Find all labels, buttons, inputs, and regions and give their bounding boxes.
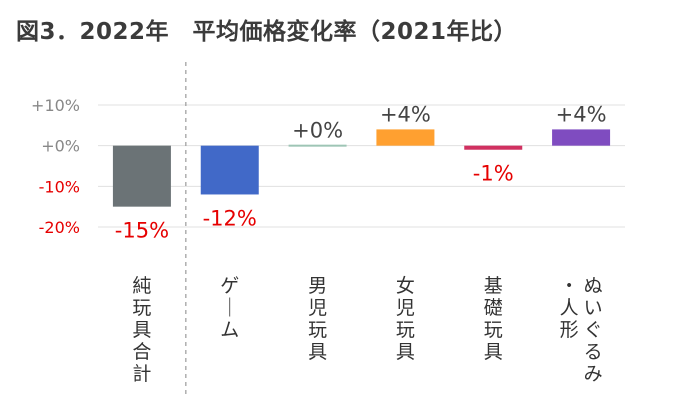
- category-label-char: 男: [308, 275, 327, 297]
- category-label-char: 具: [308, 341, 327, 363]
- category-label-char: 基: [484, 275, 503, 297]
- category-label-char: る: [584, 341, 603, 363]
- data-label: +4%: [380, 102, 431, 126]
- bar: [288, 144, 347, 147]
- category-label-char: ぐ: [584, 319, 603, 341]
- category-label-char: 児: [308, 297, 327, 319]
- category-label-char: 具: [132, 319, 151, 341]
- bar: [552, 129, 611, 146]
- category-label-char: 女: [396, 275, 415, 297]
- bar: [464, 145, 523, 150]
- data-label: -12%: [203, 206, 257, 230]
- data-label: +0%: [292, 119, 343, 143]
- category-label-char: い: [584, 297, 603, 319]
- category-label-char: み: [584, 363, 603, 385]
- category-label-char: 合: [132, 341, 151, 363]
- category-label: ゲ｜ム: [220, 275, 239, 341]
- data-label: -1%: [473, 162, 514, 186]
- bar: [200, 145, 259, 195]
- category-label-char: 人: [560, 297, 579, 319]
- category-label-char: 形: [560, 319, 579, 341]
- data-label: -15%: [115, 219, 169, 243]
- category-label-char: 計: [132, 363, 151, 385]
- category-label-char: ム: [220, 319, 239, 341]
- category-label-char: 玩: [484, 319, 503, 341]
- category-label-char: 礎: [484, 297, 503, 319]
- category-label-char: ｜: [220, 297, 239, 319]
- category-label-char: 玩: [132, 297, 151, 319]
- y-tick-label: -20%: [39, 218, 80, 237]
- category-label-char: ・: [560, 275, 579, 297]
- bar: [112, 145, 171, 207]
- category-label-char: ぬ: [584, 275, 603, 297]
- category-label-char: 具: [396, 341, 415, 363]
- bar: [376, 129, 435, 146]
- category-label-char: 玩: [308, 319, 327, 341]
- chart-title: 図3．2022年 平均価格変化率（2021年比）: [16, 19, 518, 45]
- category-label-char: 純: [132, 275, 151, 297]
- category-label-char: ゲ: [220, 275, 239, 297]
- y-tick-label: -10%: [39, 177, 80, 196]
- y-tick-label: +10%: [31, 96, 80, 115]
- data-label: +4%: [556, 102, 607, 126]
- category-label-char: 児: [396, 297, 415, 319]
- category-label-char: 具: [484, 341, 503, 363]
- category-label-char: 玩: [396, 319, 415, 341]
- y-tick-label: +0%: [41, 137, 80, 156]
